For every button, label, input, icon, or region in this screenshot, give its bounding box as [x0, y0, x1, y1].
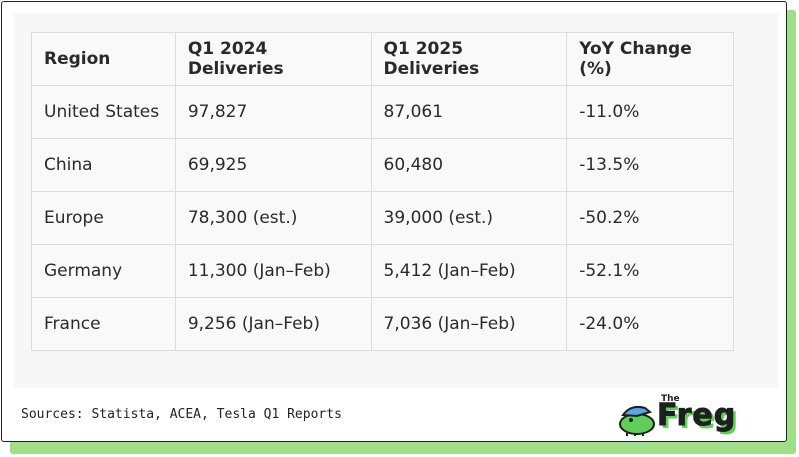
cell-yoy: -11.0%: [566, 85, 734, 139]
cell-region: Germany: [31, 244, 176, 298]
frog-mascot-icon: [619, 405, 655, 436]
cell-yoy: -24.0%: [566, 297, 734, 351]
table-row: United States 97,827 87,061 -11.0%: [31, 85, 734, 139]
sources-note: Sources: Statista, ACEA, Tesla Q1 Report…: [21, 407, 342, 422]
logo-the-text: The: [661, 394, 680, 404]
cell-yoy: -52.1%: [566, 244, 734, 298]
table-row: Europe 78,300 (est.) 39,000 (est.) -50.2…: [31, 191, 734, 245]
cell-q1-2024: 78,300 (est.): [174, 191, 372, 245]
content-card: Region Q1 2024 Deliveries Q1 2025 Delive…: [1, 1, 787, 442]
header-q1-2024: Q1 2024 Deliveries: [174, 32, 372, 86]
cell-q1-2024: 97,827: [174, 85, 372, 139]
table-row: Germany 11,300 (Jan–Feb) 5,412 (Jan–Feb)…: [31, 244, 734, 298]
header-yoy-change: YoY Change (%): [566, 32, 734, 86]
cell-region: China: [31, 138, 176, 192]
header-region: Region: [31, 32, 176, 86]
cell-q1-2025: 87,061: [370, 85, 568, 139]
table-row: France 9,256 (Jan–Feb) 7,036 (Jan–Feb) -…: [31, 297, 734, 351]
table-row: China 69,925 60,480 -13.5%: [31, 138, 734, 192]
deliveries-table: Region Q1 2024 Deliveries Q1 2025 Delive…: [31, 32, 734, 351]
cell-q1-2025: 39,000 (est.): [370, 191, 568, 245]
cell-q1-2025: 7,036 (Jan–Feb): [370, 297, 568, 351]
cell-q1-2024: 11,300 (Jan–Feb): [174, 244, 372, 298]
the-freg-logo[interactable]: The Freg: [617, 394, 762, 440]
cell-q1-2024: 9,256 (Jan–Feb): [174, 297, 372, 351]
cell-yoy: -13.5%: [566, 138, 734, 192]
cell-q1-2025: 5,412 (Jan–Feb): [370, 244, 568, 298]
cell-q1-2024: 69,925: [174, 138, 372, 192]
cell-q1-2025: 60,480: [370, 138, 568, 192]
table-header-row: Region Q1 2024 Deliveries Q1 2025 Delive…: [31, 32, 734, 86]
cell-region: United States: [31, 85, 176, 139]
cell-region: Europe: [31, 191, 176, 245]
header-q1-2025: Q1 2025 Deliveries: [370, 32, 568, 86]
logo-main-text: Freg: [656, 398, 737, 434]
cell-region: France: [31, 297, 176, 351]
cell-yoy: -50.2%: [566, 191, 734, 245]
